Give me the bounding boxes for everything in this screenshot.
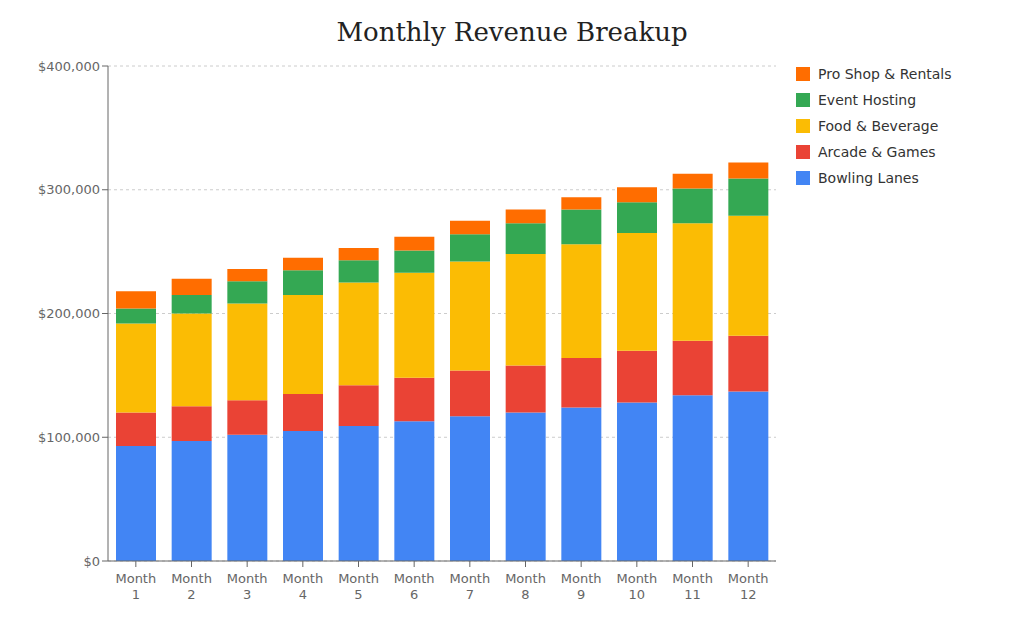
svg-text:Month12: Month12 (728, 571, 769, 602)
svg-text:$200,000: $200,000 (38, 306, 100, 321)
html-text:Pro Shop & Rentals: Pro Shop & Rentals (818, 66, 952, 82)
svg-text:Month2: Month2 (171, 571, 212, 602)
html-text:Monthly Revenue Breakup: Monthly Revenue Breakup (336, 17, 688, 47)
svg-text:Month5: Month5 (338, 571, 379, 602)
svg-text:Month7: Month7 (449, 571, 490, 602)
svg-text:Month11: Month11 (672, 571, 713, 602)
svg-text:Month9: Month9 (561, 571, 602, 602)
html-text:Event Hosting: Event Hosting (818, 92, 917, 108)
svg-text:$0: $0 (83, 554, 100, 569)
html-text:Bowling Lanes: Bowling Lanes (818, 170, 919, 186)
svg-text:$400,000: $400,000 (38, 59, 100, 74)
svg-text:Month8: Month8 (505, 571, 546, 602)
svg-text:$300,000: $300,000 (38, 182, 100, 197)
svg-text:Month6: Month6 (394, 571, 435, 602)
svg-text:Month10: Month10 (616, 571, 657, 602)
html-text:Arcade & Games: Arcade & Games (818, 144, 936, 160)
svg-text:$100,000: $100,000 (38, 430, 100, 445)
svg-text:Month3: Month3 (227, 571, 268, 602)
svg-text:Month1: Month1 (115, 571, 156, 602)
html-text:Food & Beverage: Food & Beverage (818, 118, 939, 134)
svg-text:Month4: Month4 (282, 571, 323, 602)
